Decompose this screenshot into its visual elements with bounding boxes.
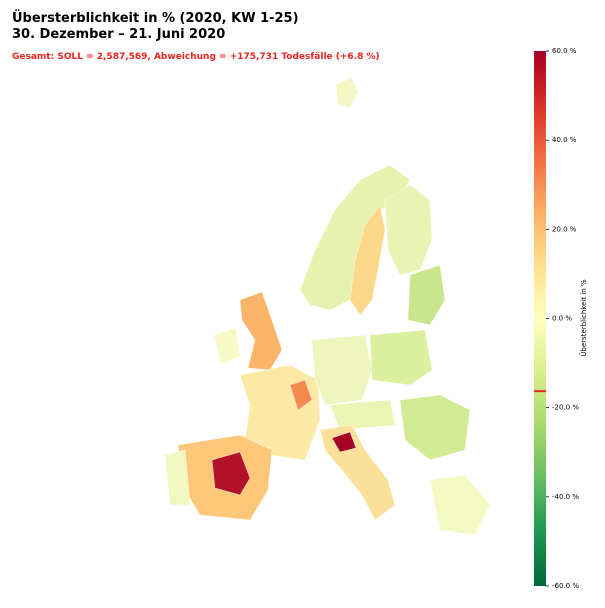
chart-title: Übersterblichkeit in % (2020, KW 1-25) — [12, 10, 299, 26]
map-region — [331, 431, 357, 453]
colorbar-label: Übersterblichkeit in % — [579, 279, 588, 357]
map-region — [384, 184, 433, 276]
map-region — [213, 327, 241, 365]
colorbar-tick-label: -20.0 % — [552, 404, 579, 412]
colorbar-axis: 60.0 % 40.0 % 20.0 % 0.0 % -20.0 % -40.0 % -60… — [534, 47, 579, 590]
colorbar — [534, 51, 546, 586]
map — [164, 77, 491, 536]
map-region — [211, 451, 251, 496]
map-region — [311, 334, 373, 406]
annotation: Gesamt: SOLL = 2,587,569, Abweichung = +… — [12, 52, 380, 62]
map-region — [319, 424, 396, 521]
map-region — [335, 77, 359, 109]
colorbar-tick-label: 0.0 % — [552, 315, 572, 323]
colorbar-tick-label: -40.0 % — [552, 493, 579, 501]
map-region — [429, 474, 491, 536]
map-region — [399, 394, 471, 461]
chart-subtitle: 30. Dezember – 21. Juni 2020 — [12, 27, 225, 42]
map-region — [329, 399, 396, 431]
map-region — [407, 264, 446, 326]
map-region — [164, 449, 191, 506]
map-region — [369, 329, 433, 386]
colorbar-tick-label: 20.0 % — [552, 225, 577, 233]
colorbar-tick-label: -60.0 % — [552, 582, 579, 590]
map-region — [239, 291, 283, 371]
colorbar-tick-label: 60.0 % — [552, 47, 577, 55]
map-region — [349, 204, 386, 316]
map-region — [289, 379, 313, 411]
colorbar-tick-label: 40.0 % — [552, 136, 577, 144]
